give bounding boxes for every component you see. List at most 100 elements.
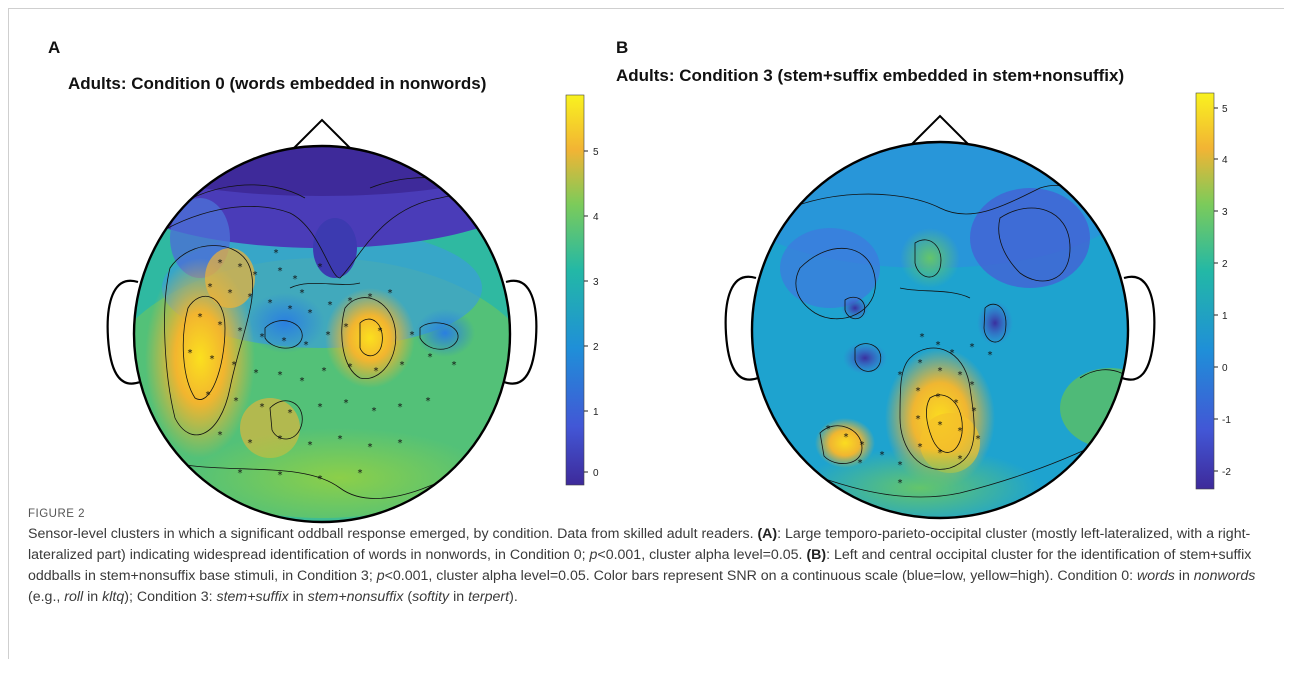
svg-text:*: * <box>300 288 305 299</box>
colorbar-b <box>1195 92 1215 490</box>
electrode-markers: ***** ***** ***** ***** ***** *** <box>826 332 993 489</box>
caption-italic: p <box>376 568 385 584</box>
colorbar-b-tick: -2 <box>1222 467 1231 478</box>
caption-text: in <box>1174 568 1194 584</box>
caption-italic: stem+suffix <box>216 589 289 605</box>
svg-text:*: * <box>918 358 923 369</box>
svg-text:*: * <box>398 438 403 449</box>
svg-text:*: * <box>254 368 259 379</box>
svg-text:*: * <box>898 460 903 471</box>
svg-text:*: * <box>970 342 975 353</box>
colorbar-a <box>565 94 585 486</box>
svg-text:*: * <box>260 332 265 343</box>
svg-text:*: * <box>288 304 293 315</box>
svg-text:*: * <box>348 362 353 373</box>
caption-text: <0.001, cluster alpha level=0.05. <box>597 547 807 563</box>
caption-italic: terpert <box>468 589 510 605</box>
svg-text:*: * <box>253 270 258 281</box>
panel-a-letter: A <box>48 38 61 57</box>
nose <box>909 114 971 147</box>
caption-italic: roll <box>64 589 84 605</box>
svg-text:*: * <box>938 366 943 377</box>
svg-text:*: * <box>228 288 233 299</box>
svg-text:*: * <box>198 312 203 323</box>
electrode-markers: * * * * * * * * * * * * * * * * * * * * * * * * * * * * * * * * * *… <box>188 248 457 485</box>
svg-text:*: * <box>920 332 925 343</box>
svg-text:*: * <box>308 308 313 319</box>
svg-text:*: * <box>238 468 243 479</box>
svg-text:*: * <box>958 370 963 381</box>
svg-text:*: * <box>388 288 393 299</box>
svg-text:*: * <box>958 454 963 465</box>
colorbar-a-tick: 1 <box>593 407 599 418</box>
svg-text:*: * <box>844 432 849 443</box>
svg-text:*: * <box>348 296 353 307</box>
svg-text:*: * <box>278 434 283 445</box>
svg-text:*: * <box>232 360 237 371</box>
panel-b-title: Adults: Condition 3 (stem+suffix embedde… <box>616 66 1125 85</box>
svg-text:*: * <box>188 348 193 359</box>
svg-text:*: * <box>248 438 253 449</box>
colorbar-b-tick: 5 <box>1222 104 1228 115</box>
colorbar-a-tick: 2 <box>593 342 599 353</box>
svg-text:*: * <box>344 322 349 333</box>
panel-b-letter: B <box>616 38 629 57</box>
svg-text:*: * <box>970 380 975 391</box>
svg-text:*: * <box>988 350 993 361</box>
svg-text:*: * <box>278 370 283 381</box>
svg-text:*: * <box>326 330 331 341</box>
caption-text: (e.g., <box>28 589 65 605</box>
panel-a: A Adults: Condition 0 (words embedded in… <box>40 38 600 524</box>
svg-text:*: * <box>308 440 313 451</box>
left-ear <box>106 279 141 385</box>
caption-italic: p <box>589 547 598 563</box>
svg-text:*: * <box>322 366 327 377</box>
svg-text:*: * <box>234 396 239 407</box>
svg-text:*: * <box>210 354 215 365</box>
svg-text:*: * <box>288 408 293 419</box>
caption-text: <0.001, cluster alpha level=0.05. Color … <box>384 568 1137 584</box>
svg-text:*: * <box>278 470 283 481</box>
svg-text:*: * <box>860 440 865 451</box>
svg-text:*: * <box>936 392 941 403</box>
caption-text: ); Condition 3: <box>124 589 217 605</box>
nose <box>291 118 353 151</box>
figure-label: FIGURE 2 <box>28 508 86 520</box>
left-ear <box>724 275 759 381</box>
svg-text:*: * <box>916 414 921 425</box>
panel-b: B Adults: Condition 3 (stem+suffix embed… <box>600 38 1260 520</box>
svg-text:*: * <box>950 348 955 359</box>
svg-text:*: * <box>293 274 298 285</box>
caption-text: ( <box>403 589 413 605</box>
svg-text:*: * <box>368 442 373 453</box>
svg-text:*: * <box>398 402 403 413</box>
svg-text:*: * <box>218 258 223 269</box>
svg-text:*: * <box>898 478 903 489</box>
caption-italic: stem+nonsuffix <box>307 589 404 605</box>
panel-b-topomap: ***** ***** ***** ***** ***** *** 5 4 3 … <box>724 92 1231 520</box>
caption-italic: nonwords <box>1193 568 1256 584</box>
colorbar-a-tick: 0 <box>593 468 599 479</box>
caption-text: : Left and central occipital cluster for… <box>28 547 1252 584</box>
svg-text:*: * <box>428 352 433 363</box>
caption-text: ). <box>509 589 518 605</box>
svg-text:*: * <box>218 430 223 441</box>
svg-text:*: * <box>282 336 287 347</box>
svg-text:*: * <box>238 326 243 337</box>
svg-text:*: * <box>410 330 415 341</box>
figure-frame <box>8 8 1284 659</box>
svg-text:*: * <box>318 474 323 485</box>
right-ear <box>1121 275 1156 381</box>
caption-italic: softity <box>412 589 450 605</box>
colorbar-b-tick: 3 <box>1222 207 1228 218</box>
svg-text:*: * <box>426 396 431 407</box>
svg-text:*: * <box>378 326 383 337</box>
panel-a-title: Adults: Condition 0 (words embedded in n… <box>68 74 487 93</box>
caption-label-b: (B) <box>806 547 827 563</box>
svg-text:*: * <box>936 340 941 351</box>
caption-italic: words <box>1137 568 1175 584</box>
svg-text:*: * <box>260 402 265 413</box>
svg-text:*: * <box>358 468 363 479</box>
svg-text:*: * <box>938 448 943 459</box>
svg-text:*: * <box>826 424 831 435</box>
